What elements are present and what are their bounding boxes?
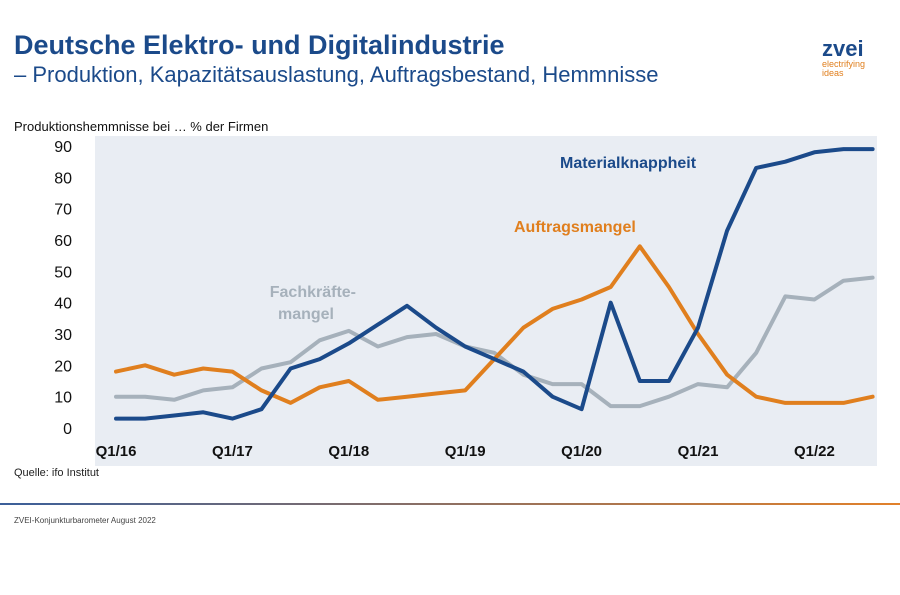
- zvei-logo: zvei electrifying ideas: [822, 38, 892, 78]
- y-tick-label-40: 40: [54, 296, 72, 313]
- series-label-materialknappheit: Materialknappheit: [560, 155, 697, 172]
- logo-wordmark: zvei: [822, 36, 864, 61]
- y-tick-label-10: 10: [54, 390, 72, 407]
- x-tick-label-q1-17: Q1/17: [212, 443, 253, 460]
- x-tick-label-q1-18: Q1/18: [328, 443, 369, 460]
- y-tick-label-80: 80: [54, 170, 72, 187]
- page-title: Deutsche Elektro- und Digitalindustrie: [14, 30, 505, 60]
- y-tick-label-50: 50: [54, 264, 72, 281]
- page-subtitle: – Produktion, Kapazitätsauslastung, Auft…: [14, 62, 659, 87]
- y-axis: 0 10 20 30 40 50 60 70 80 90: [54, 139, 72, 438]
- y-tick-label-60: 60: [54, 233, 72, 250]
- plot-background: [95, 136, 877, 466]
- line-chart: Produktionshemmnisse bei … % der Firmen …: [14, 119, 877, 466]
- y-tick-label-20: 20: [54, 358, 72, 375]
- series-lines: [114, 147, 875, 421]
- series-label-fachkraeftemangel-line2: mangel: [278, 306, 334, 323]
- series-line-materialknappheit: [114, 147, 875, 421]
- x-tick-label-q1-19: Q1/19: [445, 443, 486, 460]
- footer-divider: [0, 503, 900, 505]
- source-note: Quelle: ifo Institut: [14, 467, 99, 479]
- x-axis: Q1/16 Q1/17 Q1/18 Q1/19 Q1/20 Q1/21 Q1/22: [96, 443, 835, 460]
- footer-text: ZVEI-Konjunkturbarometer August 2022: [14, 516, 156, 525]
- series-label-auftragsmangel: Auftragsmangel: [514, 219, 636, 236]
- series-line-fachkr-fte-mangel: [114, 275, 875, 409]
- logo-tagline-1: electrifying: [822, 59, 866, 69]
- y-tick-label-70: 70: [54, 202, 72, 219]
- x-tick-label-q1-16: Q1/16: [96, 443, 137, 460]
- x-tick-label-q1-21: Q1/21: [678, 443, 719, 460]
- y-axis-label: Produktionshemmnisse bei … % der Firmen: [14, 119, 268, 134]
- y-tick-label-0: 0: [63, 421, 72, 438]
- y-tick-label-90: 90: [54, 139, 72, 156]
- y-tick-label-30: 30: [54, 327, 72, 344]
- series-label-fachkraeftemangel-line1: Fachkräfte-: [270, 284, 356, 301]
- x-tick-label-q1-22: Q1/22: [794, 443, 835, 460]
- logo-tagline-2: ideas: [822, 68, 844, 78]
- x-tick-label-q1-20: Q1/20: [561, 443, 602, 460]
